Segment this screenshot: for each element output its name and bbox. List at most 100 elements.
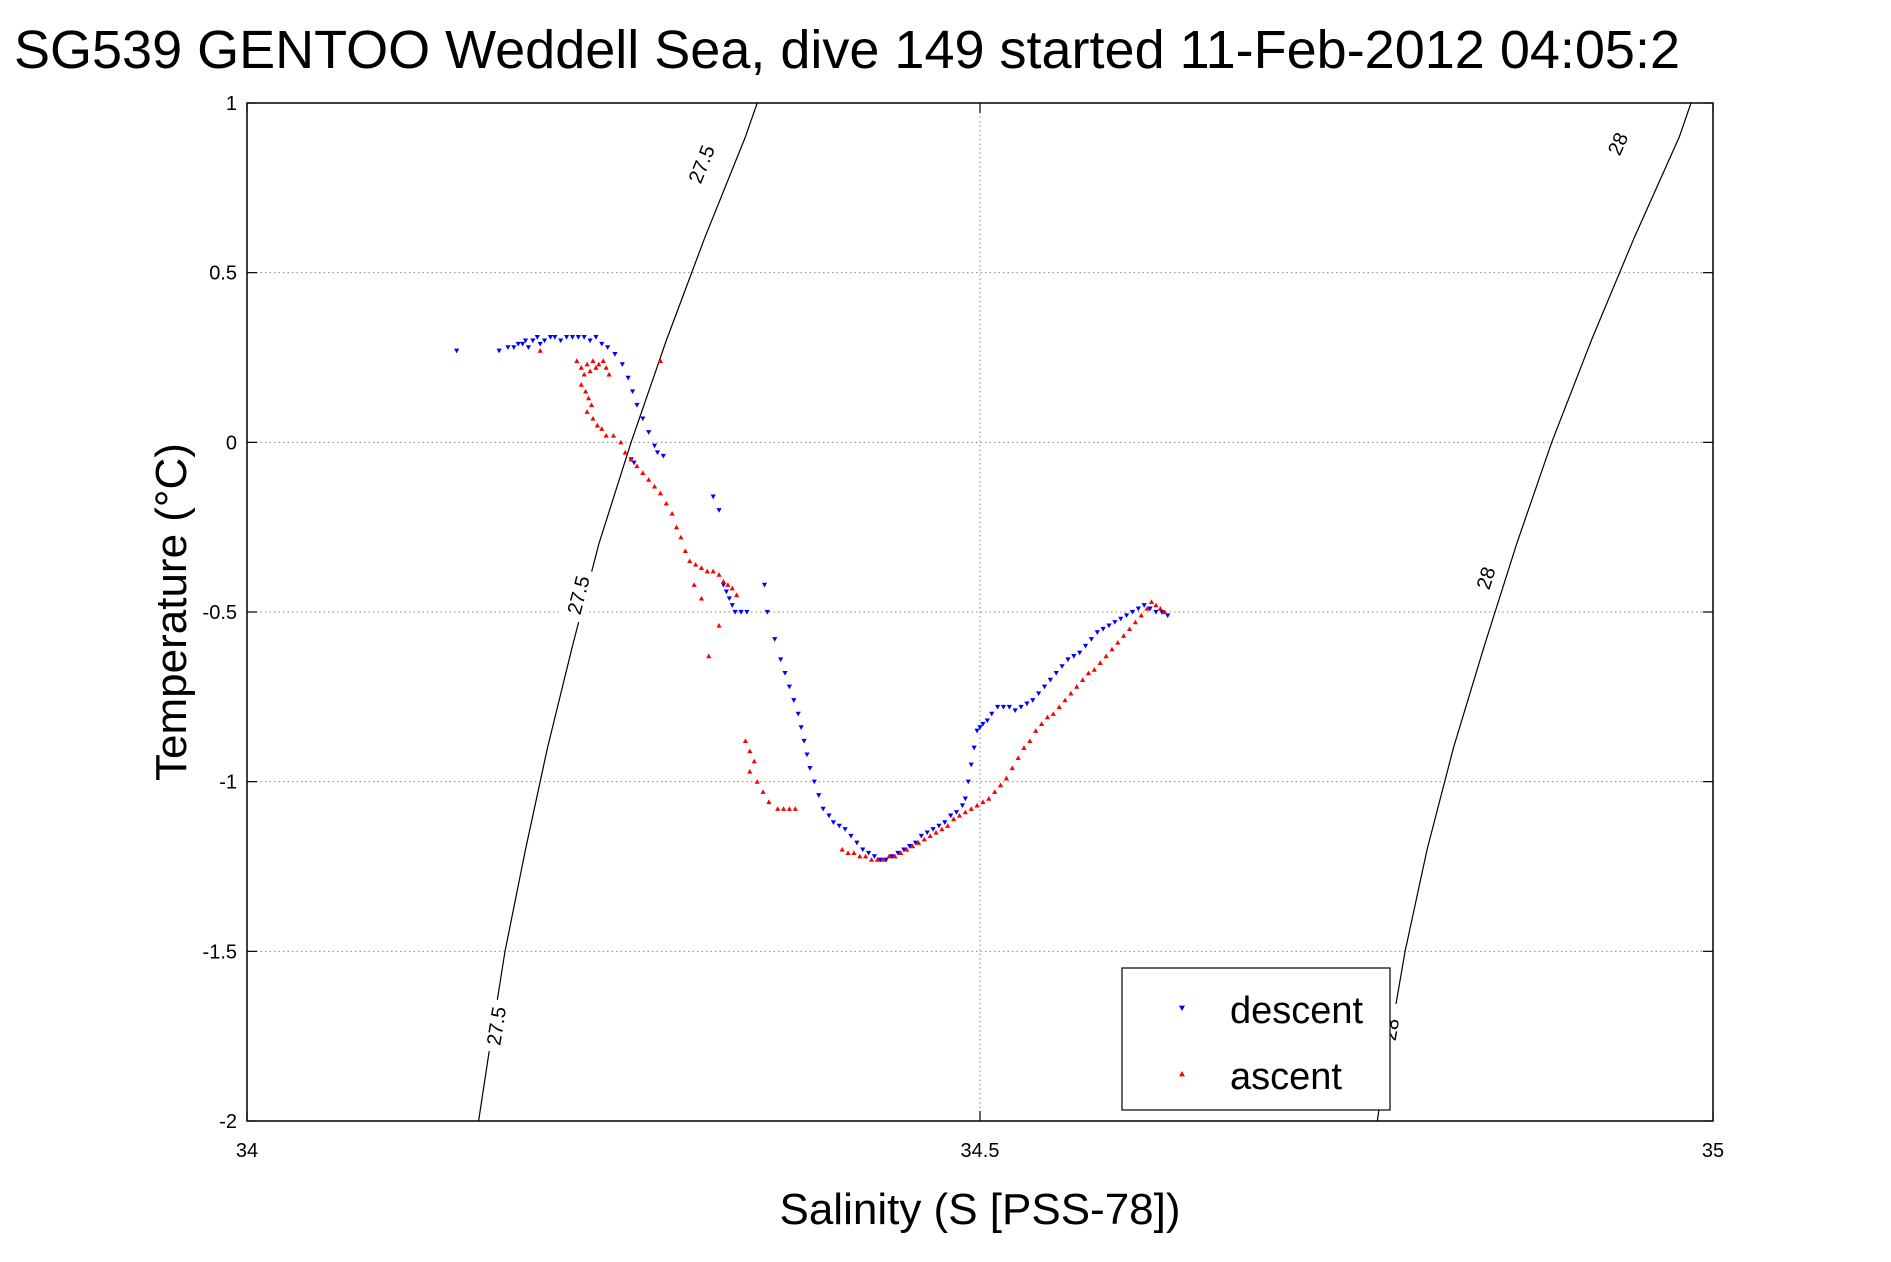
descent-point (761, 582, 768, 588)
descent-point (918, 833, 924, 839)
ascent-point (992, 789, 998, 794)
ascent-point (1157, 606, 1163, 611)
ascent-legend-marker (1179, 1071, 1185, 1077)
descent-point (654, 450, 661, 456)
descent-point (1165, 613, 1171, 618)
descent-point (836, 823, 842, 829)
ascent-point (968, 806, 974, 811)
ascent-point (1132, 619, 1138, 625)
ascent-point (845, 850, 851, 856)
descent-point (1006, 704, 1012, 710)
descent-point (877, 857, 883, 863)
ascent-point (909, 843, 916, 849)
descent-point (1053, 671, 1059, 676)
descent-point (795, 711, 801, 717)
descent-point (651, 443, 658, 449)
descent-point (980, 721, 986, 727)
ascent-point (1109, 646, 1115, 652)
isopycnal-label: 27.5 (685, 142, 720, 186)
descent-point (1065, 657, 1071, 663)
descent-point (1094, 630, 1100, 635)
ascent-point (1103, 653, 1109, 659)
ascent-point (1121, 633, 1127, 638)
ascent-point (747, 748, 753, 754)
ascent-point (1153, 602, 1159, 608)
descent-point (854, 840, 860, 846)
ascent-point (640, 470, 646, 475)
ascent-point (610, 432, 617, 438)
ascent-point (646, 477, 652, 482)
ascent-point (581, 371, 587, 377)
ascent-point (1138, 612, 1144, 618)
descent-series (454, 335, 1171, 863)
descent-point (1100, 626, 1106, 632)
ascent-point (706, 653, 712, 659)
ascent-point (704, 568, 710, 574)
ascent-point (775, 806, 781, 811)
descent-point (842, 827, 848, 832)
ascent-point (951, 816, 957, 822)
isopycnal-label: 27.5 (483, 1005, 511, 1047)
descent-point (804, 752, 810, 758)
descent-point (511, 345, 517, 350)
descent-point (811, 779, 817, 785)
descent-point (720, 582, 727, 588)
ascent-point (1091, 667, 1097, 672)
descent-point (830, 820, 836, 825)
ascent-point (634, 463, 640, 469)
descent-point (816, 793, 822, 798)
descent-point (962, 796, 968, 802)
descent-point (612, 352, 618, 357)
descent-point (1077, 650, 1083, 656)
ascent-point (673, 524, 680, 530)
y-tick-label: -1.5 (203, 941, 237, 963)
ascent-point (1080, 677, 1086, 682)
y-axis-label: Temperature (°C) (147, 443, 196, 781)
ascent-point (698, 595, 705, 601)
descent-point (1159, 609, 1165, 615)
ascent-point (600, 358, 606, 363)
descent-point (541, 338, 548, 344)
ascent-point (710, 568, 716, 574)
descent-point (971, 745, 977, 751)
ascent-point (898, 850, 904, 856)
x-axis-label: Salinity (S [PSS-78]) (779, 1185, 1180, 1234)
ascent-point (754, 779, 760, 784)
y-tick-label: 0 (226, 432, 237, 454)
ascent-point (760, 789, 766, 794)
ascent-point (588, 402, 595, 408)
descent-point (871, 854, 878, 859)
ascent-point (678, 534, 684, 540)
ascent-point (766, 799, 772, 805)
descent-point (1147, 606, 1153, 612)
descent-point (629, 389, 636, 395)
ascent-point (651, 483, 658, 489)
descent-point (454, 348, 460, 354)
ascent-point (792, 806, 798, 811)
descent-point (959, 803, 966, 809)
ascent-point (892, 853, 898, 859)
ascent-point (1144, 606, 1150, 611)
x-tick-label: 34 (236, 1140, 258, 1162)
ascent-point (585, 395, 592, 401)
ascent-series (537, 348, 1168, 862)
descent-point (1071, 654, 1077, 659)
ascent-point (786, 806, 793, 811)
y-tick-label: 0.5 (209, 263, 237, 285)
descent-point (1088, 637, 1095, 642)
ascent-point (590, 415, 596, 421)
ascent-point (1162, 609, 1168, 615)
isopycnal-line (1376, 102, 1692, 1122)
descent-point (936, 823, 942, 829)
descent-point (953, 810, 960, 815)
ascent-point (980, 799, 986, 805)
data-points (454, 335, 1171, 863)
ascent-point (933, 829, 939, 835)
y-tick-label: -2 (219, 1111, 237, 1133)
ascent-point (1021, 745, 1027, 750)
chart-legend: descent ascent (1121, 967, 1391, 1111)
ascent-point (574, 358, 580, 363)
ascent-point (593, 365, 599, 370)
ascent-point (599, 426, 605, 431)
